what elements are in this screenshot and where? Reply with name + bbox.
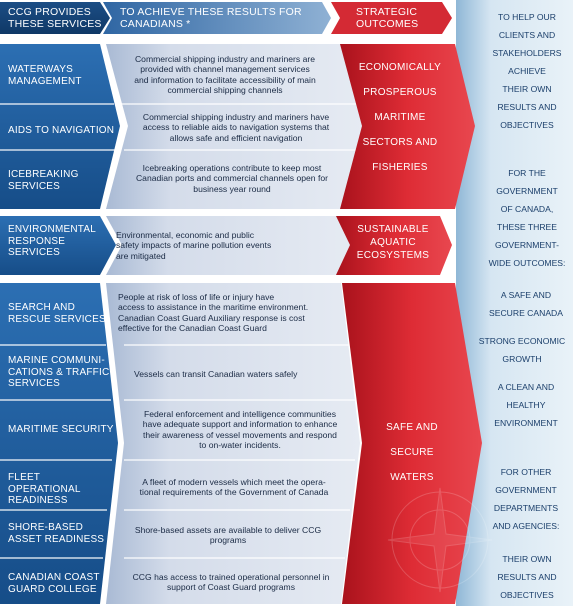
service-waterways-management: WATERWAYS MANAGEMENT (8, 64, 82, 87)
results-panel-group-2 (106, 216, 355, 275)
outcome-safe-secure-waters: SAFE AND SECURE WATERS (386, 422, 438, 483)
result-shore-based-asset-readiness: Shore-based assets are available to deli… (134, 525, 322, 546)
services-group-1 (0, 44, 120, 209)
side-text-clients: TO HELP OUR CLIENTS AND STAKEHOLDERS ACH… (492, 12, 562, 130)
result-maritime-security: Federal enforcement and intelligence com… (142, 409, 338, 450)
service-aids-to-navigation: AIDS TO NAVIGATION (8, 125, 115, 136)
services-group-3 (0, 283, 118, 604)
side-text-safe-secure-canada: A SAFE AND SECURE CANADA (488, 290, 564, 318)
side-text-own-results: THEIR OWN RESULTS AND OBJECTIVES (497, 554, 557, 600)
services-header-chevron (0, 2, 110, 34)
service-fleet-operational-readiness: FLEET OPERATIONAL READINESS (8, 472, 81, 506)
outcome-chevron-2 (336, 216, 452, 275)
result-environmental-response: Environmental, economic and public safet… (116, 230, 272, 261)
service-maritime-security: MARITIME SECURITY (8, 424, 114, 435)
outcome-chevron-1 (340, 44, 475, 209)
service-icebreaking: ICEBREAKING SERVICES (8, 169, 79, 192)
outcome-chevron-3 (342, 283, 482, 604)
side-text-clean-environment: A CLEAN AND HEALTHY ENVIRONMENT (494, 382, 558, 428)
service-shore-based-asset-readiness: SHORE-BASED ASSET READINESS (8, 522, 105, 545)
result-search-and-rescue: People at risk of loss of life or injury… (118, 292, 309, 333)
results-panel-group-3 (106, 283, 360, 604)
results-header-chevron (103, 2, 331, 34)
outcomes-header-chevron (331, 2, 452, 34)
services-header: CCG PROVIDES THESE SERVICES (8, 6, 102, 30)
service-environmental-response: ENVIRONMENTAL RESPONSE SERVICES (8, 224, 96, 258)
service-coast-guard-college: CANADIAN COAST GUARD COLLEGE (8, 572, 100, 595)
services-group-2 (0, 216, 116, 275)
result-waterways-management: Commercial shipping industry and mariner… (134, 54, 316, 95)
side-text-government: FOR THE GOVERNMENT OF CANADA, THESE THRE… (488, 168, 566, 268)
results-panel-group-1 (106, 44, 365, 209)
service-marine-communications: MARINE COMMUNI- CATIONS & TRAFFIC SERVIC… (8, 355, 110, 389)
side-text-economic-growth: STRONG ECONOMIC GROWTH (478, 336, 566, 364)
side-text-other-departments: FOR OTHER GOVERNMENT DEPARTMENTS AND AGE… (492, 467, 560, 531)
outcomes-header: STRATEGIC OUTCOMES (356, 6, 419, 30)
result-icebreaking: Icebreaking operations contribute to kee… (135, 163, 329, 194)
results-header: TO ACHIEVE THESE RESULTS FOR CANADIANS * (120, 6, 302, 30)
result-aids-to-navigation: Commercial shipping industry and mariner… (142, 112, 330, 143)
outcome-economically-prosperous: ECONOMICALLY PROSPEROUS MARITIME SECTORS… (358, 62, 442, 173)
outcome-sustainable-ecosystems: SUSTAINABLE AQUATIC ECOSYSTEMS (356, 224, 430, 261)
result-fleet-operational-readiness: A fleet of modern vessels which meet the… (139, 477, 329, 498)
service-search-and-rescue: SEARCH AND RESCUE SERVICES (8, 302, 106, 325)
compass-rose-icon (387, 487, 493, 593)
result-marine-communications: Vessels can transit Canadian waters safe… (134, 369, 298, 379)
result-coast-guard-college: CCG has access to trained operational pe… (132, 572, 330, 593)
side-panel-background (456, 0, 573, 606)
